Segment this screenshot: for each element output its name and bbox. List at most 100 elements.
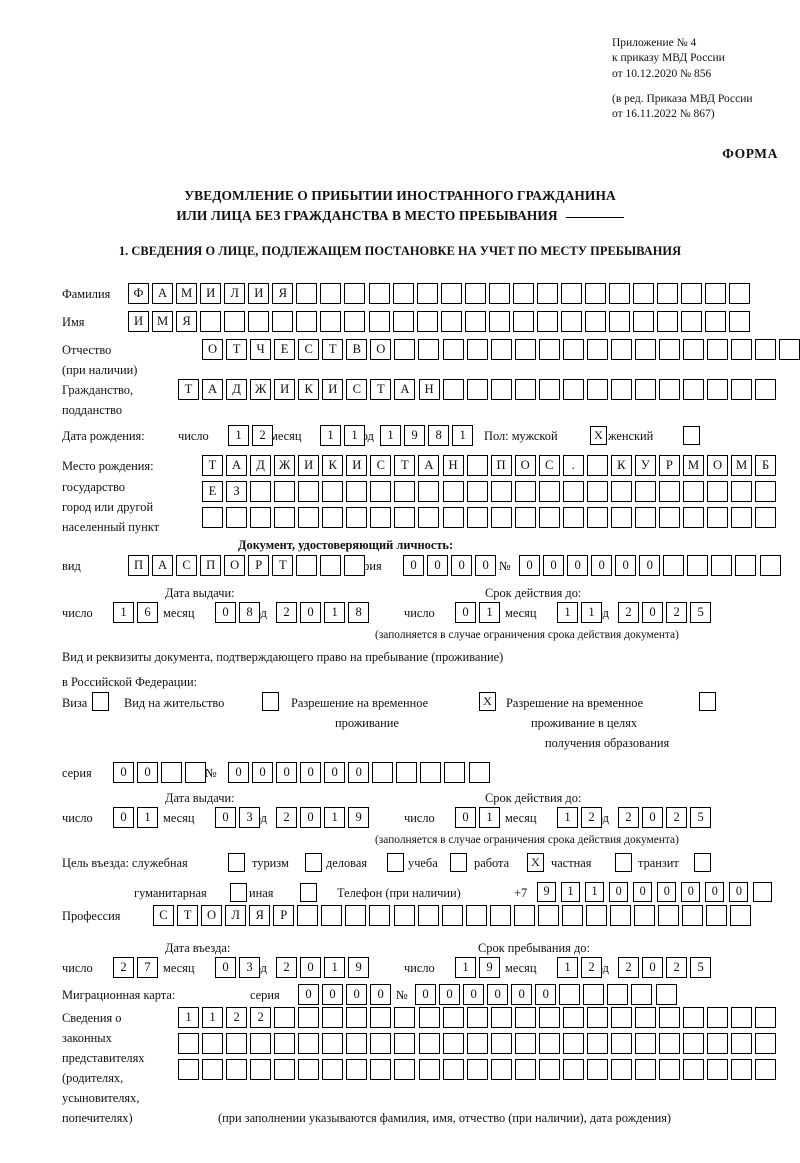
doc-valid-year-cell-3[interactable]: 5	[690, 602, 712, 623]
surname-cell-5[interactable]: И	[248, 283, 270, 304]
phone-cell-4[interactable]: 0	[633, 882, 653, 902]
birthplace-row2-cell-3[interactable]	[274, 481, 296, 502]
legal-rep-row3-cell-9[interactable]	[394, 1059, 416, 1080]
profession-cell-21[interactable]	[658, 905, 680, 926]
stayuntil-year-cell-3[interactable]: 5	[690, 957, 712, 978]
birthplace-row2-cell-16[interactable]	[586, 481, 608, 502]
stay-series-cell-1[interactable]: 0	[137, 762, 159, 783]
citizenship-cell-22[interactable]	[707, 379, 729, 400]
doc-valid-day-cell-1[interactable]: 1	[479, 602, 501, 623]
birthplace-row1-cell-12[interactable]: П	[490, 455, 512, 476]
profession-cell-3[interactable]: Л	[225, 905, 247, 926]
birthplace-row3-cell-9[interactable]	[418, 507, 440, 528]
birthplace-row1-cell-18[interactable]: У	[634, 455, 656, 476]
doc-series-cell-2[interactable]: 0	[451, 555, 473, 576]
birthplace-row1-cell-3[interactable]: Ж	[274, 455, 296, 476]
stay-issue-month-cell-0[interactable]: 0	[215, 807, 236, 828]
surname-cell-19[interactable]	[584, 283, 606, 304]
mcard-series-cell-1[interactable]: 0	[322, 984, 344, 1005]
stay-number-cell-1[interactable]: 0	[252, 762, 274, 783]
stay-issue-year-cell-2[interactable]: 1	[324, 807, 346, 828]
citizenship-cell-18[interactable]	[610, 379, 632, 400]
birthplace-row3-cell-19[interactable]	[658, 507, 680, 528]
legal-rep-row2-cell-20[interactable]	[659, 1033, 680, 1054]
citizenship-cell-10[interactable]: Н	[418, 379, 440, 400]
profession-cell-13[interactable]	[465, 905, 487, 926]
legal-rep-row3-cell-4[interactable]	[274, 1059, 296, 1080]
patronymic-cell-2[interactable]: Ч	[250, 339, 272, 360]
legal-rep-row3-cell-22[interactable]	[707, 1059, 729, 1080]
birthplace-row2-cell-8[interactable]	[394, 481, 416, 502]
phone-cell-1[interactable]: 1	[561, 882, 581, 902]
legal-rep-row2-cell-17[interactable]	[586, 1033, 608, 1054]
citizenship-cell-15[interactable]	[538, 379, 560, 400]
surname-cell-22[interactable]	[657, 283, 679, 304]
given-name-cell-14[interactable]	[464, 311, 486, 332]
purpose-study-checkbox[interactable]	[450, 853, 467, 872]
birthplace-row1-cell-1[interactable]: А	[226, 455, 248, 476]
patronymic-cell-4[interactable]: С	[298, 339, 320, 360]
legal-rep-row3-cell-12[interactable]	[466, 1059, 488, 1080]
doc-valid-month-cell-0[interactable]: 1	[557, 602, 578, 623]
given-name-cell-22[interactable]	[657, 311, 679, 332]
citizenship-cell-8[interactable]: Т	[370, 379, 392, 400]
doc-valid-year-cell-0[interactable]: 2	[618, 602, 639, 623]
legal-rep-row2-cell-13[interactable]	[490, 1033, 512, 1054]
entry-month-cell-0[interactable]: 0	[215, 957, 236, 978]
phone-cell-9[interactable]	[753, 882, 773, 902]
patronymic-cell-1[interactable]: Т	[226, 339, 248, 360]
surname-cell-21[interactable]	[633, 283, 655, 304]
doc-number-cell-9[interactable]	[735, 555, 757, 576]
citizenship-cell-9[interactable]: А	[394, 379, 416, 400]
legal-rep-row2-cell-23[interactable]	[731, 1033, 753, 1054]
birthplace-row2-cell-19[interactable]	[658, 481, 680, 502]
sex-female-checkbox[interactable]	[683, 426, 700, 445]
legal-rep-row1-cell-9[interactable]	[394, 1007, 416, 1028]
surname-cell-10[interactable]	[368, 283, 390, 304]
surname-cell-15[interactable]	[488, 283, 510, 304]
doc-kind-cell-6[interactable]: Т	[272, 555, 294, 576]
given-name-cell-6[interactable]	[272, 311, 294, 332]
doc-kind-cell-8[interactable]	[320, 555, 342, 576]
given-name-cell-13[interactable]	[440, 311, 462, 332]
legal-rep-row2-cell-5[interactable]	[298, 1033, 320, 1054]
birthplace-row3-cell-16[interactable]	[586, 507, 608, 528]
citizenship-cell-1[interactable]: А	[202, 379, 224, 400]
birthplace-row3-cell-22[interactable]	[731, 507, 753, 528]
entry-day-cell-0[interactable]: 2	[113, 957, 134, 978]
stayuntil-year-cell-1[interactable]: 0	[642, 957, 664, 978]
legal-rep-row3-cell-11[interactable]	[442, 1059, 464, 1080]
phone-cell-3[interactable]: 0	[609, 882, 629, 902]
legal-rep-row1-cell-19[interactable]	[634, 1007, 656, 1028]
legal-rep-row2-cell-1[interactable]	[202, 1033, 224, 1054]
entry-year-cell-3[interactable]: 9	[348, 957, 370, 978]
purpose-private-checkbox[interactable]	[615, 853, 632, 872]
doc-number-cell-3[interactable]: 0	[591, 555, 613, 576]
legal-rep-row3-cell-7[interactable]	[346, 1059, 368, 1080]
citizenship-cell-13[interactable]	[490, 379, 512, 400]
stay-issue-year-cell-0[interactable]: 2	[276, 807, 297, 828]
birthplace-row1-cell-6[interactable]: И	[346, 455, 368, 476]
patronymic-cell-17[interactable]	[610, 339, 632, 360]
legal-rep-row1-cell-22[interactable]	[707, 1007, 729, 1028]
stay-issue-year-cell-1[interactable]: 0	[300, 807, 322, 828]
given-name-cell-1[interactable]: М	[152, 311, 174, 332]
patronymic-cell-21[interactable]	[707, 339, 729, 360]
entry-month-cell-1[interactable]: 3	[239, 957, 261, 978]
citizenship-cell-23[interactable]	[731, 379, 753, 400]
citizenship-cell-12[interactable]	[466, 379, 488, 400]
phone-cell-6[interactable]: 0	[681, 882, 701, 902]
surname-cell-13[interactable]	[440, 283, 462, 304]
profession-cell-10[interactable]	[393, 905, 415, 926]
given-name-cell-16[interactable]	[512, 311, 534, 332]
legal-rep-row2-cell-2[interactable]	[226, 1033, 248, 1054]
given-name-cell-24[interactable]	[705, 311, 727, 332]
birth-day-cell-0[interactable]: 1	[228, 425, 249, 446]
given-name-cell-18[interactable]	[560, 311, 582, 332]
birthplace-row2-cell-0[interactable]: Е	[202, 481, 223, 502]
stay-number-cell-0[interactable]: 0	[228, 762, 249, 783]
doc-kind-cell-5[interactable]: Р	[248, 555, 270, 576]
phone-cell-0[interactable]: 9	[537, 882, 556, 902]
patronymic-cell-0[interactable]: О	[202, 339, 223, 360]
legal-rep-row2-cell-8[interactable]	[370, 1033, 392, 1054]
